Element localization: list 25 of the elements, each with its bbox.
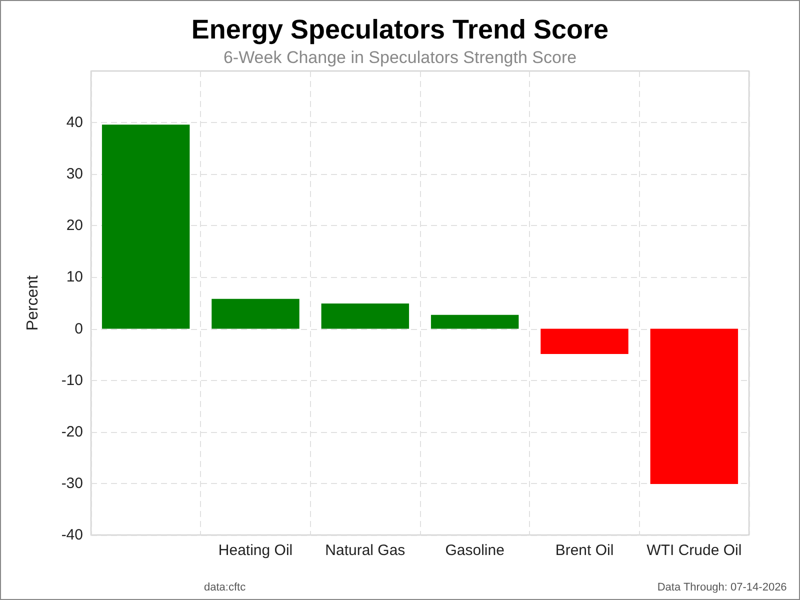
x-tick-label: Gasoline <box>445 542 504 559</box>
chart-subtitle: 6-Week Change in Speculators Strength Score <box>223 48 577 67</box>
chart-title: Energy Speculators Trend Score <box>191 14 609 44</box>
bar <box>650 328 738 484</box>
y-axis-title: Percent <box>24 274 42 331</box>
bar <box>102 124 190 329</box>
y-tick-label: 20 <box>66 217 83 234</box>
bar <box>430 314 519 329</box>
bar <box>321 304 410 329</box>
x-tick-label: Natural Gas <box>325 542 406 559</box>
x-tick-label: Brent Oil <box>555 542 614 559</box>
bar <box>540 328 628 354</box>
y-tick-label: 30 <box>66 166 83 183</box>
y-tick-label: -20 <box>61 423 83 440</box>
y-tick-label: 10 <box>66 268 83 286</box>
y-tick-label: 40 <box>66 114 83 132</box>
bar <box>212 298 300 329</box>
y-tick-label: -10 <box>61 372 83 389</box>
x-tick-label: Heating Oil <box>218 542 293 559</box>
y-tick-label: 0 <box>74 320 83 338</box>
text: Data Through: 07-14-2026 <box>657 582 787 594</box>
y-tick-label: -30 <box>61 474 83 492</box>
text: data:cftc <box>204 582 246 594</box>
y-tick-label: -40 <box>61 526 83 544</box>
x-tick-label: WTI Crude Oil <box>646 542 742 559</box>
